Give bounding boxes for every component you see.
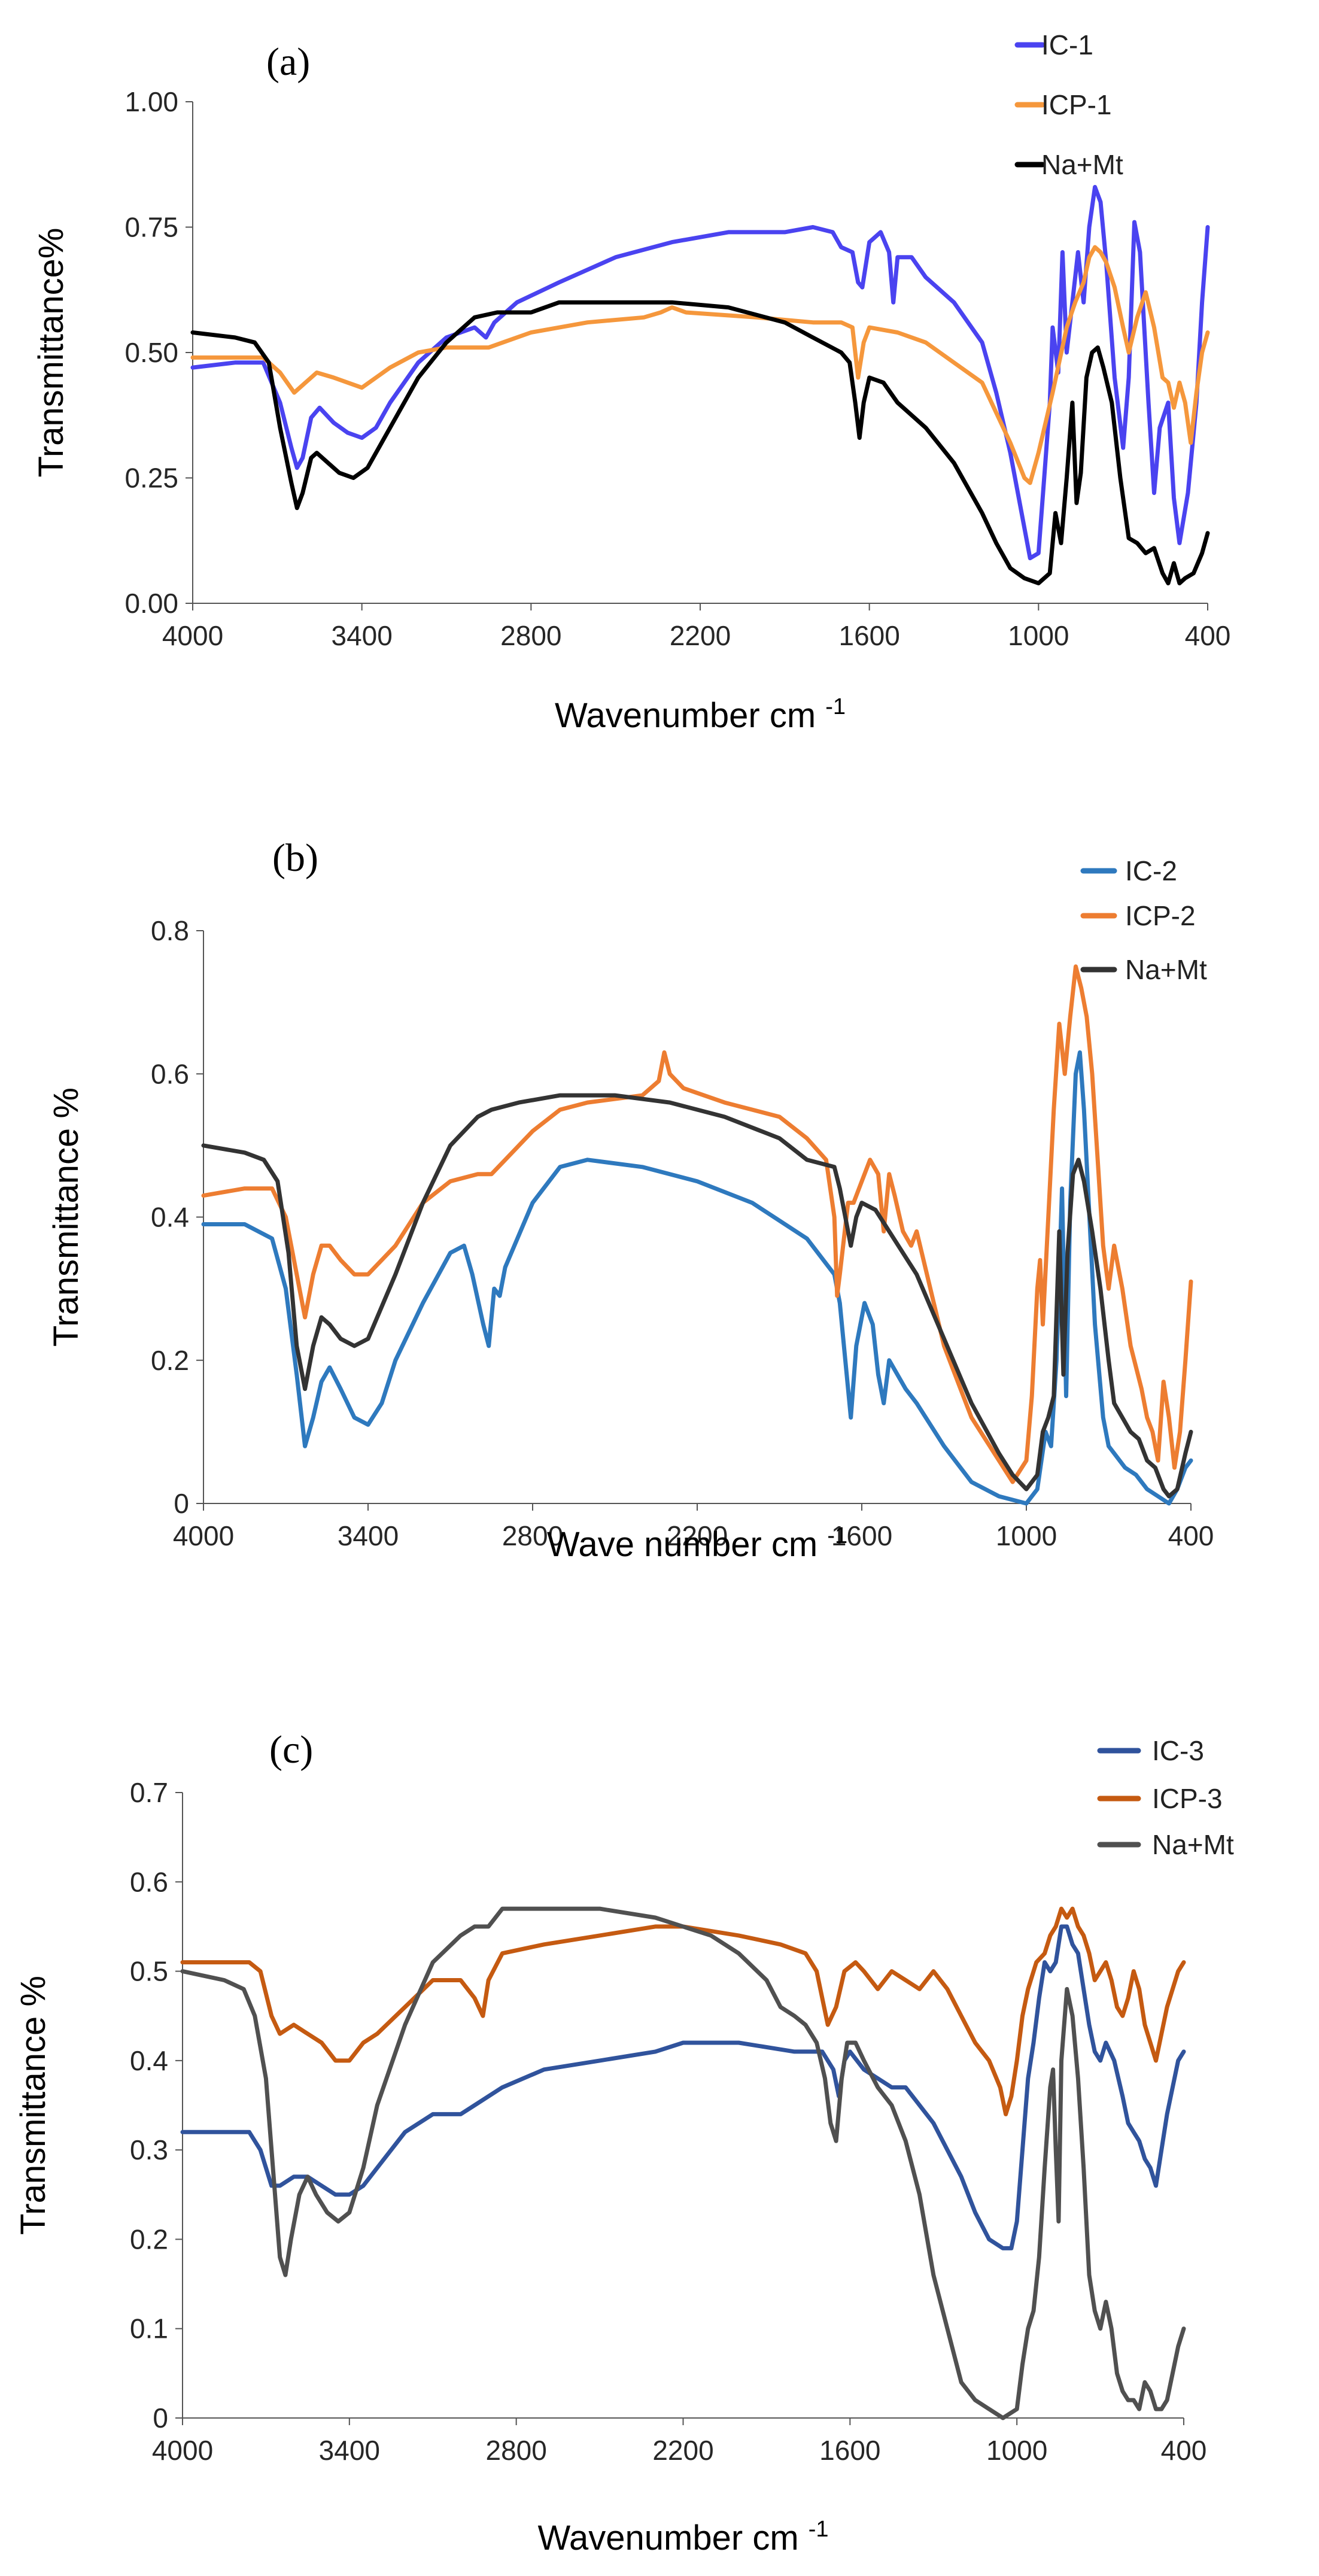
- y-tick-label: 0.4: [130, 2045, 168, 2076]
- series-line-ic-3: [180, 1924, 1186, 2250]
- legend-label: IC-1: [1041, 29, 1093, 60]
- x-tick-label: 4000: [173, 1520, 234, 1551]
- chart-panel-2: 0 0.2 0.4 0.6 0.8 4000 3400 2800 2200 1600 1000 400…: [47, 836, 1214, 1564]
- series-line-icp-3: [180, 1906, 1186, 2116]
- x-tick-label: 3400: [338, 1520, 399, 1551]
- y-tick-label: 0.7: [130, 1777, 168, 1808]
- y-tick-label: 0.4: [151, 1202, 189, 1233]
- chart-panel-3: 0 0.1 0.2 0.3 0.4 0.5 0.6 0.7 4000 3400 2800 2200 16…: [14, 1728, 1234, 2557]
- y-tick-label: 0: [153, 2402, 168, 2434]
- legend-label: ICP-2: [1125, 900, 1196, 931]
- legend-label: Na+Mt: [1041, 149, 1123, 180]
- x-tick-label: 1000: [1008, 620, 1069, 651]
- y-tick-label: 0.50: [124, 337, 178, 368]
- x-tick-label: 4000: [162, 620, 223, 651]
- x-axis-title-main: Wave number cm: [547, 1525, 827, 1564]
- y-tick-label: 1.00: [124, 86, 178, 117]
- legend-label: Na+Mt: [1152, 1829, 1234, 1860]
- x-axis-title-main: Wavenumber cm: [537, 2519, 808, 2557]
- legend-label: ICP-3: [1152, 1783, 1223, 1814]
- series-line-ic-2: [201, 1050, 1193, 1506]
- y-tick-label: 0.3: [130, 2134, 168, 2165]
- x-tick-label: 400: [1161, 2435, 1207, 2466]
- panel-label: (c): [269, 1728, 313, 1772]
- legend-label: IC-3: [1152, 1735, 1204, 1766]
- x-tick-label: 2800: [500, 620, 561, 651]
- y-tick-label: 0.5: [130, 1956, 168, 1987]
- x-tick-label: 2800: [502, 1520, 563, 1551]
- x-tick-label: 400: [1185, 620, 1231, 651]
- x-tick-label: 2200: [652, 2435, 713, 2466]
- x-tick-label: 1600: [819, 2435, 880, 2466]
- x-axis-title: Wave number cm -1: [547, 1523, 847, 1564]
- x-tick-label: 2800: [485, 2435, 546, 2466]
- x-axis-title: Wavenumber cm -1: [555, 694, 846, 735]
- y-tick-label: 0.6: [151, 1058, 189, 1089]
- x-tick-label: 2200: [667, 1520, 728, 1551]
- y-tick-label: 0.2: [151, 1345, 189, 1376]
- x-axis-title: Wavenumber cm -1: [537, 2517, 828, 2557]
- series-line-ic-1: [190, 185, 1210, 561]
- y-tick-label: 0.25: [124, 463, 178, 494]
- y-tick-label: 0.00: [124, 588, 178, 619]
- x-axis-title-superscript: -1: [809, 2517, 829, 2542]
- y-tick-label: 0.2: [130, 2223, 168, 2255]
- x-tick-label: 2200: [670, 620, 731, 651]
- chart-panel-1: 0.00 0.25 0.50 0.75 1.00 4000 3400 2800 2200 1600…: [32, 29, 1230, 735]
- series-line-icp-2: [201, 964, 1193, 1484]
- x-tick-label: 1000: [996, 1520, 1057, 1551]
- x-tick-label: 3400: [331, 620, 392, 651]
- series-line-icp-1: [190, 245, 1210, 485]
- y-axis-title: Transmittance %: [47, 1087, 86, 1347]
- y-tick-label: 0.1: [130, 2313, 168, 2344]
- series-line-na-mt: [180, 1906, 1186, 2420]
- y-tick-label: 0.8: [151, 915, 189, 946]
- x-tick-label: 4000: [152, 2435, 213, 2466]
- y-tick-label: 0: [174, 1488, 189, 1519]
- x-axis-title-superscript: -1: [827, 1523, 847, 1548]
- series-line-na-mt: [201, 1093, 1193, 1499]
- x-axis-title-main: Wavenumber cm: [555, 696, 825, 735]
- legend-label: ICP-1: [1041, 89, 1112, 120]
- panel-label: (b): [272, 836, 318, 880]
- y-tick-label: 0.75: [124, 212, 178, 243]
- x-tick-label: 1000: [986, 2435, 1047, 2466]
- series-line-na-mt: [190, 300, 1210, 585]
- x-tick-label: 400: [1168, 1520, 1214, 1551]
- y-tick-label: 0.6: [130, 1866, 168, 1897]
- panel-label: (a): [266, 40, 310, 84]
- x-tick-label: 1600: [831, 1520, 892, 1551]
- y-axis-title: Transmittance%: [32, 228, 71, 478]
- x-tick-label: 1600: [838, 620, 899, 651]
- legend-label: IC-2: [1125, 855, 1177, 886]
- legend-label: Na+Mt: [1125, 954, 1207, 985]
- x-tick-label: 3400: [319, 2435, 380, 2466]
- y-axis-title: Transmittance %: [14, 1976, 53, 2235]
- x-axis-title-superscript: -1: [825, 694, 846, 719]
